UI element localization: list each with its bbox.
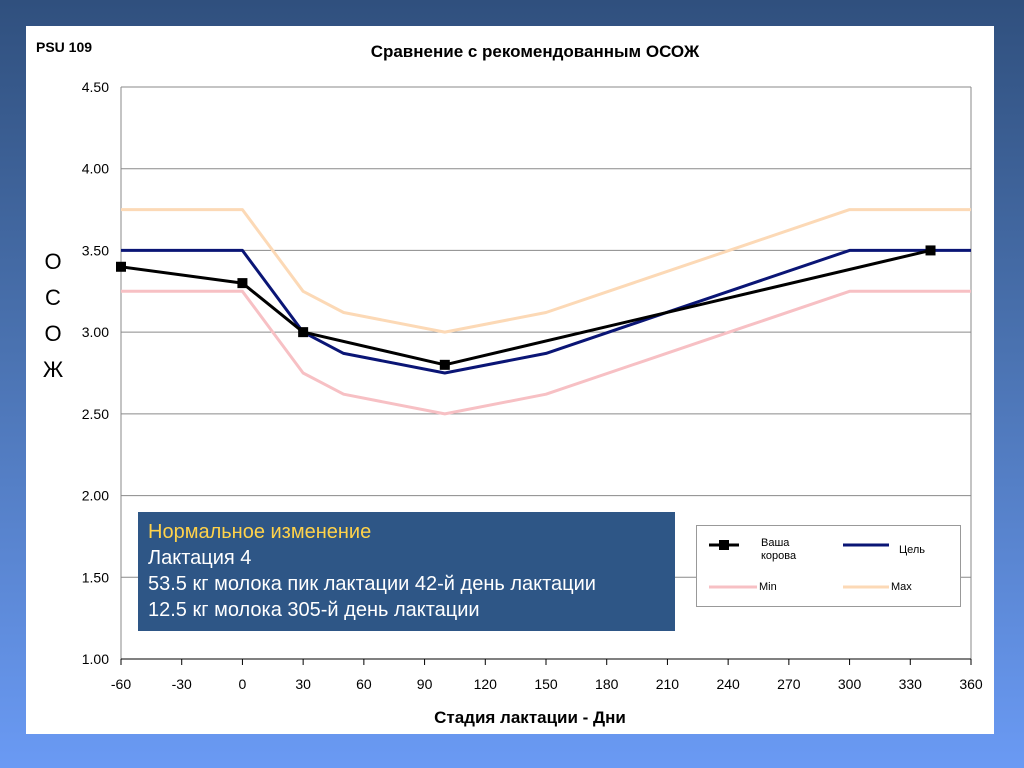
y-tick-label: 4.00 — [82, 161, 109, 177]
y-tick-label: 1.50 — [82, 569, 109, 585]
x-tick-label: 210 — [656, 676, 680, 692]
x-tick-label: 30 — [295, 676, 311, 692]
x-tick-label: 240 — [716, 676, 740, 692]
data-point — [925, 245, 936, 256]
legend-label-max: Max — [891, 581, 912, 593]
y-tick-label: 2.00 — [82, 488, 109, 504]
series-line — [121, 248, 971, 375]
legend-swatch-cow — [709, 540, 739, 550]
y-tick-label: 4.50 — [82, 79, 109, 95]
chart-title: Сравнение с рекомендованным ОСОЖ — [370, 42, 700, 61]
series-line — [121, 208, 971, 334]
x-tick-label: 270 — [777, 676, 801, 692]
legend-swatch-max — [843, 585, 889, 589]
x-tick-label: 60 — [356, 676, 372, 692]
chart-legend: Ваша корова Цель Min Max — [696, 525, 961, 607]
y-axis-letter: С — [45, 285, 61, 310]
x-tick-label: 120 — [474, 676, 498, 692]
series-line — [121, 289, 971, 416]
series-line — [120, 248, 931, 367]
x-axis-title: Стадия лактации - Дни — [434, 708, 626, 727]
x-tick-label: 300 — [838, 676, 862, 692]
y-axis-letter: О — [44, 249, 62, 274]
y-tick-label: 3.50 — [82, 242, 109, 258]
legend-label-target: Цель — [899, 544, 926, 556]
legend-label-min: Min — [759, 581, 777, 593]
slide-id-label: PSU 109 — [36, 39, 93, 55]
x-tick-label: -60 — [111, 676, 131, 692]
y-tick-label: 1.00 — [82, 651, 109, 667]
y-tick-label: 3.00 — [82, 324, 109, 340]
x-tick-label: 150 — [534, 676, 558, 692]
x-tick-label: -30 — [172, 676, 192, 692]
note-line: 12.5 кг молока 305-й день лактации — [148, 599, 480, 621]
y-axis-title: О С О Ж — [38, 244, 68, 388]
note-line: Лактация 4 — [148, 547, 252, 569]
x-tick-label: 90 — [417, 676, 433, 692]
data-point — [298, 327, 309, 338]
x-tick-label: 0 — [239, 676, 247, 692]
legend-swatch-target — [843, 543, 889, 547]
y-axis-letter: О — [44, 321, 62, 346]
x-tick-label: 180 — [595, 676, 619, 692]
legend-label-cow: Ваша корова — [761, 537, 797, 562]
data-point — [116, 261, 126, 272]
note-heading: Нормальное изменение — [148, 521, 372, 543]
y-axis-letter: Ж — [42, 357, 64, 382]
note-box: Нормальное изменение Лактация 4 53.5 кг … — [138, 512, 675, 631]
y-tick-label: 2.50 — [82, 406, 109, 422]
legend-swatch-min — [709, 585, 757, 589]
data-point — [237, 278, 248, 289]
x-tick-label: 360 — [959, 676, 983, 692]
note-line: 53.5 кг молока пик лактации 42-й день ла… — [148, 573, 596, 595]
data-point — [439, 359, 450, 370]
x-tick-label: 330 — [899, 676, 923, 692]
